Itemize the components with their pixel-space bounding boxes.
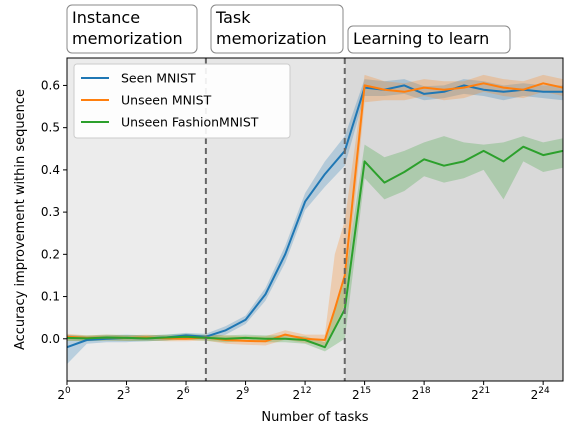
series-lines	[67, 82, 563, 349]
phase-label-text: Instance	[72, 8, 140, 27]
legend-label: Unseen FashionMNIST	[121, 115, 259, 130]
x-tick-label: 212	[293, 386, 312, 402]
legend-label: Seen MNIST	[121, 71, 196, 86]
legend-box	[73, 63, 291, 139]
y-tick-label: 0.1	[41, 290, 60, 304]
y-tick-label: 0.2	[41, 247, 60, 261]
x-tick-label: 224	[531, 386, 550, 402]
phase-label-text: Task	[215, 8, 251, 27]
phase-label-text: memorization	[216, 29, 327, 48]
phase-shade-3	[344, 58, 563, 381]
phase-labels: Instance memorization Task memorization Lear…	[66, 4, 511, 54]
line-series-3	[67, 145, 563, 349]
x-tick-label: 221	[471, 386, 490, 402]
band-series-1	[67, 79, 563, 365]
band-series-3	[67, 136, 563, 352]
phase-label-box-2	[210, 4, 344, 54]
y-tick-label: 0.0	[41, 332, 60, 346]
y-axis-ticks: 0.0 0.1 0.2 0.3 0.4 0.5 0.6	[41, 78, 67, 346]
phase-label-box-1	[66, 4, 198, 54]
y-tick-label: 0.5	[41, 121, 60, 135]
x-tick-label: 26	[176, 386, 190, 402]
x-tick-label: 218	[412, 386, 431, 402]
x-tick-label: 20	[57, 386, 71, 402]
y-axis-label: Accuracy improvement within sequence	[13, 89, 28, 350]
y-tick-label: 0.3	[41, 205, 60, 219]
x-tick-label: 215	[352, 386, 371, 402]
phase-label-text: memorization	[72, 29, 183, 48]
confidence-bands	[67, 74, 563, 365]
legend: Seen MNIST Unseen MNIST Unseen FashionMNIS…	[73, 63, 291, 139]
y-tick-label: 0.6	[41, 78, 60, 92]
legend-label: Unseen MNIST	[121, 93, 212, 108]
x-tick-label: 29	[236, 386, 250, 402]
x-axis-ticks: 20 23 26 29 212 215 218 221 224	[57, 381, 550, 402]
phase-label-box-3	[347, 25, 511, 54]
x-tick-label: 23	[117, 386, 130, 402]
phase-label-text: Learning to learn	[353, 29, 489, 48]
y-tick-label: 0.4	[41, 163, 60, 177]
plot-frame	[66, 57, 564, 382]
x-axis-label: Number of tasks	[261, 410, 368, 425]
